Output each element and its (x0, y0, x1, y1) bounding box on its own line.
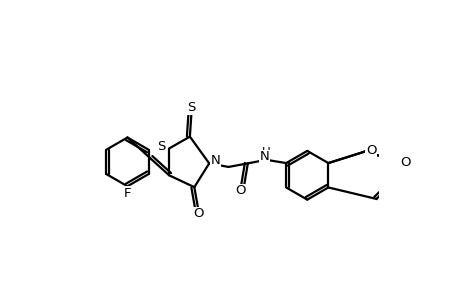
Text: S: S (157, 140, 165, 153)
Text: N: N (210, 154, 220, 167)
Text: O: O (365, 144, 376, 157)
Text: H: H (261, 146, 270, 159)
Text: O: O (399, 156, 410, 169)
Text: O: O (192, 207, 203, 220)
Text: O: O (235, 184, 246, 197)
Text: S: S (187, 101, 196, 114)
Text: N: N (259, 150, 269, 163)
Text: F: F (123, 187, 131, 200)
